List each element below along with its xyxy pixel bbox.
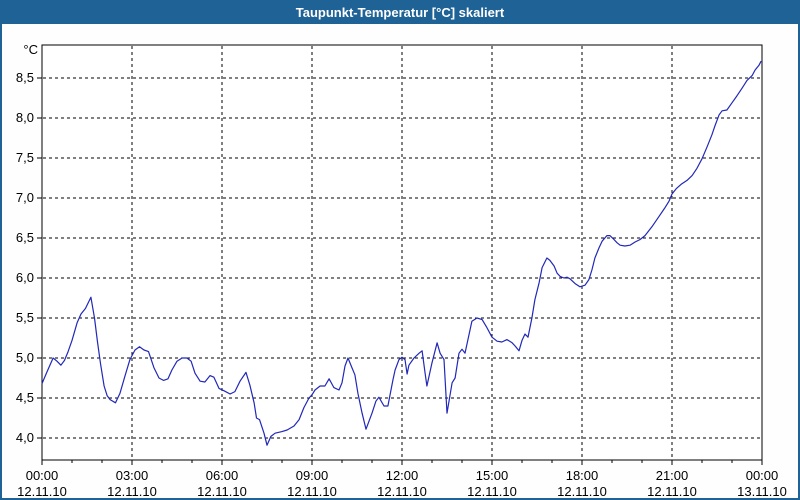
page-title: Taupunkt-Temperatur [°C] skaliert [295,5,505,20]
x-tick-date-label: 12.11.10 [287,484,337,499]
y-tick-label: 8,5 [16,70,34,85]
y-tick-label: 7,5 [16,150,34,165]
x-tick-time-label: 12:00 [386,468,419,483]
x-tick-time-label: 18:00 [566,468,599,483]
x-tick-date-label: 12.11.10 [557,484,607,499]
x-tick-date-label: 12.11.10 [467,484,517,499]
y-tick-label: 7,0 [16,190,34,205]
y-axis-unit-label: °C [23,42,38,57]
temperature-line [41,60,762,446]
x-tick-date-label: 12.11.10 [197,484,247,499]
x-tick-time-label: 09:00 [296,468,329,483]
y-tick-label: 8,0 [16,110,34,125]
x-tick-time-label: 15:00 [476,468,509,483]
x-tick-time-label: 00:00 [26,468,59,483]
y-tick-label: 6,0 [16,270,34,285]
y-tick-label: 6,5 [16,230,34,245]
x-tick-time-label: 00:00 [746,468,779,483]
x-tick-time-label: 21:00 [656,468,689,483]
x-tick-time-label: 06:00 [206,468,239,483]
x-tick-date-label: 12.11.10 [647,484,697,499]
x-tick-date-label: 13.11.10 [737,484,787,499]
title-bar: Taupunkt-Temperatur [°C] skaliert [2,2,798,24]
y-tick-label: 4,5 [16,390,34,405]
y-tick-label: 5,5 [16,310,34,325]
x-tick-date-label: 12.11.10 [17,484,67,499]
x-tick-time-label: 03:00 [116,468,149,483]
x-tick-date-label: 12.11.10 [107,484,157,499]
y-tick-label: 4,0 [16,430,34,445]
y-tick-label: 5,0 [16,350,34,365]
x-tick-date-label: 12.11.10 [377,484,427,499]
